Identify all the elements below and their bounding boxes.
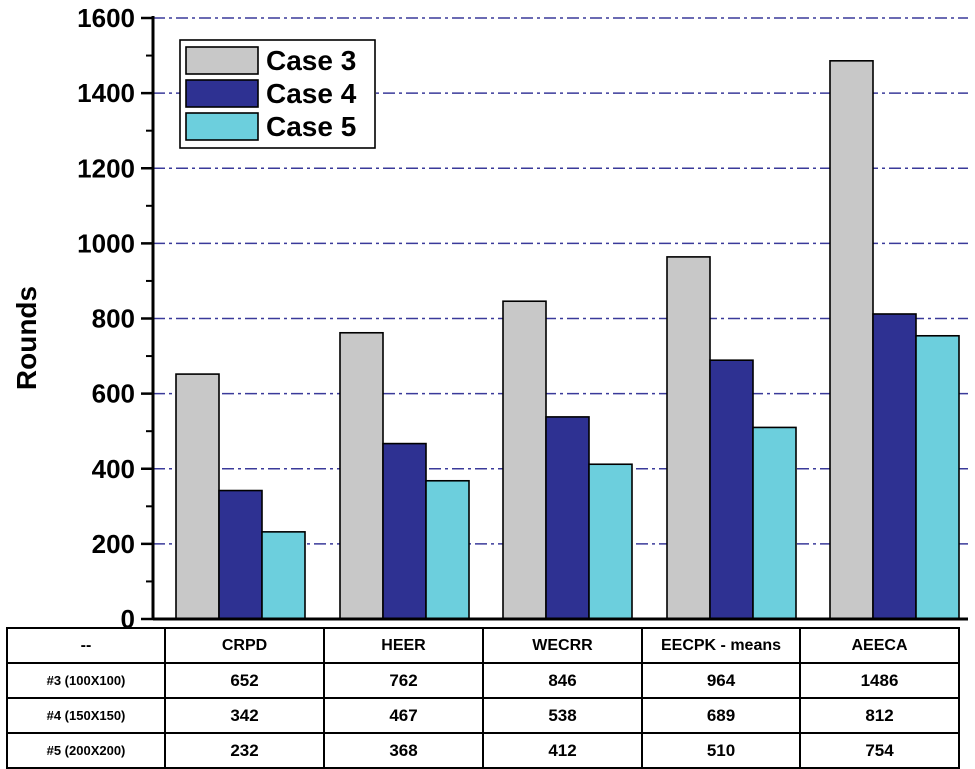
legend-label: Case 5 [266, 111, 356, 142]
bar [872, 313, 917, 620]
legend-swatch [185, 112, 259, 141]
bar [261, 531, 306, 620]
table-cell: 467 [323, 697, 484, 734]
table-row-header: #3 (100X100) [6, 662, 166, 699]
table-column-header: WECRR [482, 627, 643, 664]
legend-label: Case 4 [266, 78, 357, 109]
bar [502, 300, 547, 620]
bar [666, 256, 711, 620]
legend-swatch [185, 46, 259, 75]
y-axis-title: Rounds [11, 286, 42, 390]
table-column-header: EECPK - means [641, 627, 801, 664]
bar [382, 442, 427, 620]
bar [709, 359, 754, 620]
table-column-header: AEECA [799, 627, 960, 664]
table-cell: 1486 [799, 662, 960, 699]
bar-chart: 0 200 400 600 800 1000 1200 1400 1600 Rounds Cas… [11, 3, 968, 627]
table-header-row: -- CRPD HEER WECRR EECPK - means AEECA [6, 627, 960, 664]
table-column-header: CRPD [164, 627, 325, 664]
y-ticks: 0 200 400 600 800 1000 1200 1400 1600 [77, 3, 153, 627]
bar [218, 489, 263, 620]
legend-swatch [185, 79, 259, 108]
table-corner-cell: -- [6, 627, 166, 664]
table-cell: 762 [323, 662, 484, 699]
y-tick-label: 600 [92, 379, 135, 409]
table-cell: 342 [164, 697, 325, 734]
table-cell: 538 [482, 697, 643, 734]
table-cell: 689 [641, 697, 801, 734]
y-tick-label: 400 [92, 454, 135, 484]
bar [175, 373, 220, 620]
y-tick-label: 800 [92, 304, 135, 334]
bar [752, 426, 797, 620]
table-row-header: #4 (150X150) [6, 697, 166, 734]
table-row: #3 (100X100) 652 762 846 964 1486 [6, 662, 960, 699]
table-row: #4 (150X150) 342 467 538 689 812 [6, 697, 960, 734]
y-tick-label: 1400 [77, 78, 135, 108]
bar [545, 416, 590, 620]
bar [829, 60, 874, 620]
table-cell: 652 [164, 662, 325, 699]
y-tick-label: 1000 [77, 228, 135, 258]
table-column-header: HEER [323, 627, 484, 664]
y-tick-label: 1600 [77, 3, 135, 33]
bars [175, 60, 960, 620]
y-tick-label: 1200 [77, 153, 135, 183]
legend-label: Case 3 [266, 45, 356, 76]
y-tick-label: 200 [92, 529, 135, 559]
data-table: -- CRPD HEER WECRR EECPK - means AEECA #3 (100… [6, 627, 960, 769]
table-cell: 846 [482, 662, 643, 699]
bar [425, 479, 470, 620]
bar [588, 463, 633, 620]
bar [339, 331, 384, 620]
y-tick-label: 0 [121, 604, 135, 627]
table-cell: 964 [641, 662, 801, 699]
bar [915, 334, 960, 620]
table-cell: 812 [799, 697, 960, 734]
